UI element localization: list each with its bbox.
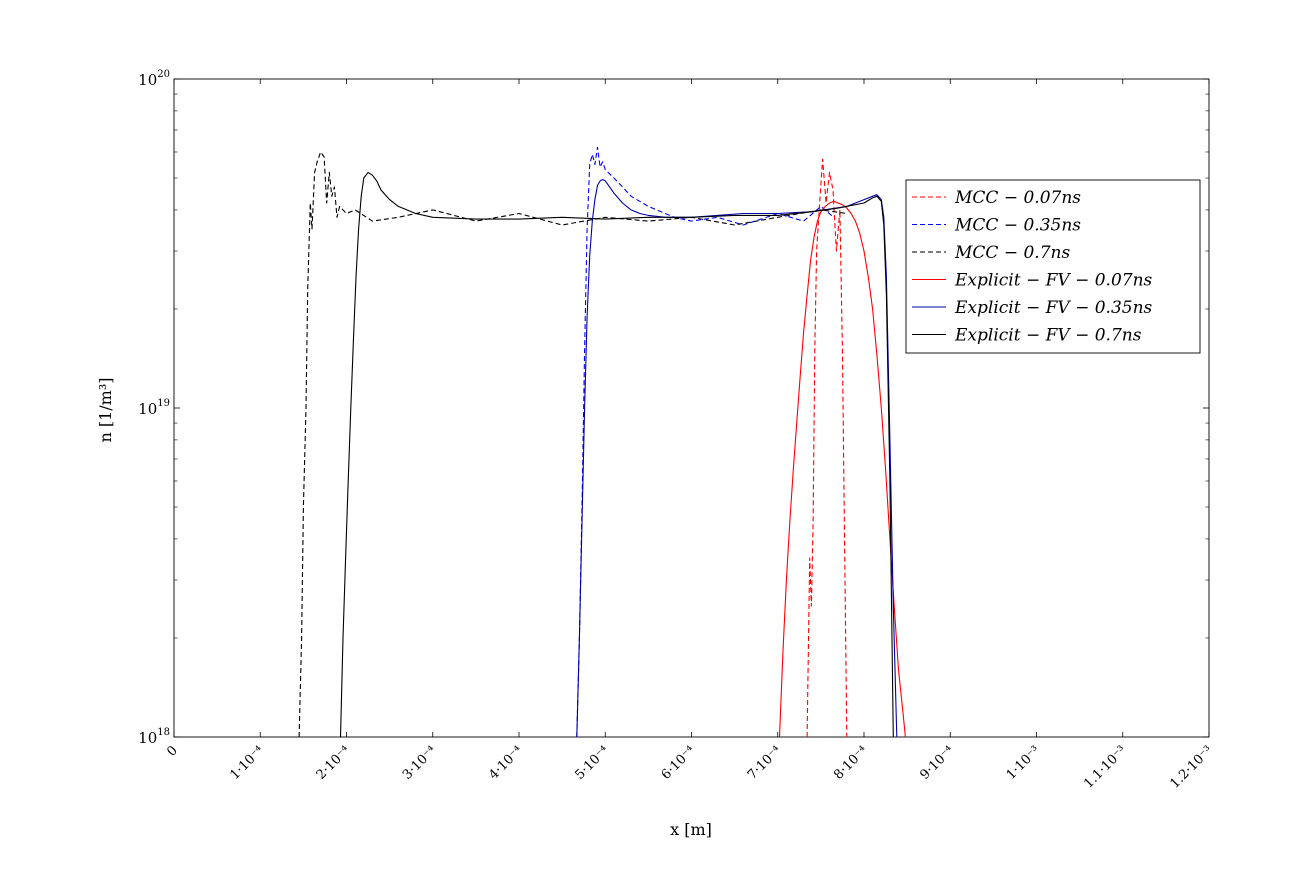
x-tick-label: 1.2·10⁻³	[1167, 743, 1215, 791]
x-tick-label: 1·10⁻³	[1004, 743, 1044, 783]
series-line-1	[576, 146, 835, 737]
legend-label: MCC − 0.35ns	[954, 216, 1081, 236]
x-axis-label: x [m]	[670, 820, 712, 839]
legend-label: Explicit − FV − 0.07ns	[954, 271, 1153, 291]
x-tick-label: 3·10⁻⁴	[400, 743, 440, 783]
x-tick-label: 1·10⁻⁴	[227, 743, 267, 783]
series-lines	[298, 146, 906, 737]
x-tick-label: 6·10⁻⁴	[659, 743, 699, 783]
legend-label: MCC − 0.07ns	[954, 188, 1081, 208]
y-axis-label: n [1/m³]	[96, 377, 115, 442]
axis-ticks	[173, 78, 1210, 738]
x-tick-label: 9·10⁻⁴	[917, 743, 957, 783]
legend-label: Explicit − FV − 0.35ns	[954, 298, 1153, 318]
series-line-0	[806, 158, 848, 737]
x-tick-label: 5·10⁻⁴	[572, 743, 612, 783]
legend-box	[905, 179, 1201, 354]
series-line-5	[339, 171, 894, 737]
x-tick-label: 2·10⁻⁴	[314, 743, 354, 783]
x-tick-label: 8·10⁻⁴	[831, 743, 871, 783]
y-tick-label: 1018	[138, 727, 170, 747]
x-tick-label: 7·10⁻⁴	[745, 743, 785, 783]
series-line-2	[298, 151, 847, 737]
x-tick-label: 1.1·10⁻³	[1081, 743, 1129, 791]
x-tick-label: 4·10⁻⁴	[486, 743, 526, 783]
legend-label: MCC − 0.7ns	[954, 243, 1070, 263]
legend: MCC − 0.07ns MCC − 0.35ns MCC − 0.7ns Expli…	[905, 179, 1201, 354]
series-line-3	[778, 200, 906, 737]
y-tick-label: 1019	[138, 398, 170, 418]
x-tick-label: 0	[164, 743, 180, 759]
y-tick-label: 1020	[138, 69, 170, 89]
series-line-4	[576, 178, 898, 737]
legend-label: Explicit − FV − 0.7ns	[954, 326, 1142, 346]
